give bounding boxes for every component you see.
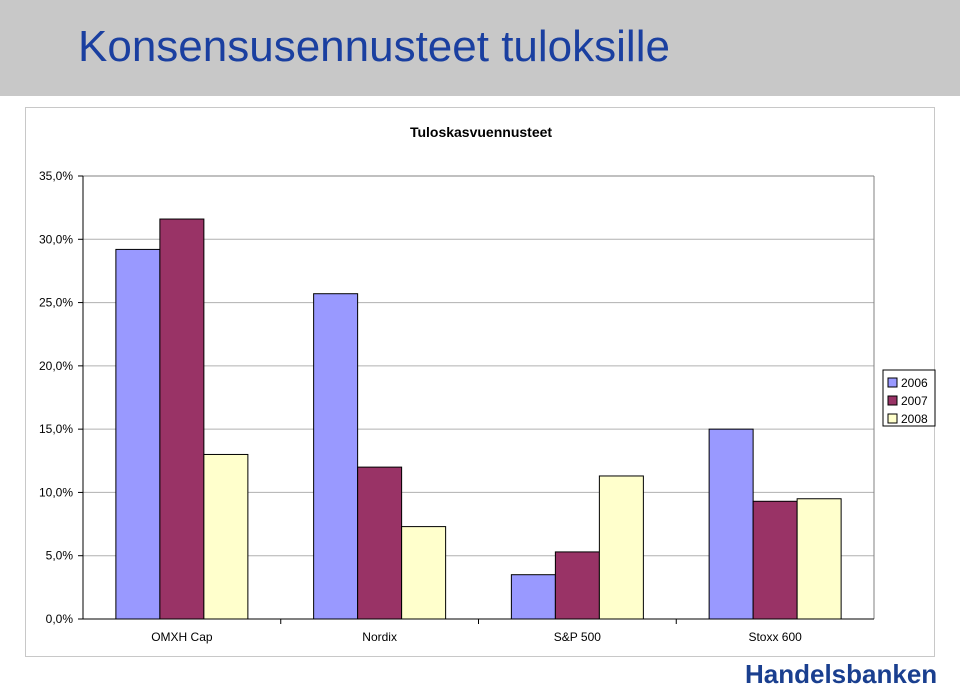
slide-title: Konsensusennusteet tuloksille	[78, 22, 670, 71]
bar-2006	[510, 574, 556, 620]
legend-label-2007: 2007	[901, 394, 928, 408]
brand-logo-text: Handelsbanken	[745, 659, 938, 689]
slide-header: Konsensusennusteet tuloksille	[0, 0, 960, 96]
bar-2007	[554, 551, 600, 620]
y-tick-label: 30,0%	[39, 232, 73, 246]
bar-2007	[357, 466, 403, 620]
legend-label-2006: 2006	[901, 376, 928, 390]
y-tick-label: 15,0%	[39, 422, 73, 436]
y-tick-label: 25,0%	[39, 296, 73, 310]
bar-2008	[796, 498, 842, 620]
bar-2006	[313, 293, 359, 620]
y-tick-label: 35,0%	[39, 169, 73, 183]
legend-swatch-2006	[887, 377, 898, 388]
bar-2006	[115, 248, 161, 620]
bar-chart: 0,0% 5,0% 10,0% 15,0% 20,0% 25,0% 30,0% 35,0% OM…	[39, 124, 936, 644]
chart-frame: 0,0% 5,0% 10,0% 15,0% 20,0% 25,0% 30,0% 35,0% OM…	[25, 107, 936, 657]
bar-2007	[752, 500, 798, 620]
bar-2008	[401, 526, 447, 620]
bar-2006	[708, 428, 754, 620]
y-tick-label: 5,0%	[46, 549, 74, 563]
bar-2008	[598, 475, 644, 620]
legend-swatch-2008	[887, 413, 898, 424]
y-tick-label: 0,0%	[46, 612, 74, 626]
x-tick-label: Nordix	[362, 630, 397, 644]
x-tick-label: Stoxx 600	[748, 630, 802, 644]
legend-swatch-2007	[887, 395, 898, 406]
x-tick-label: OMXH Cap	[151, 630, 213, 644]
bar-2007	[159, 218, 205, 620]
chart-title: Tuloskasvuennusteet	[410, 124, 552, 140]
y-tick-label: 20,0%	[39, 359, 73, 373]
x-tick-label: S&P 500	[554, 630, 601, 644]
legend-label-2008: 2008	[901, 412, 928, 426]
y-tick-label: 10,0%	[39, 485, 73, 499]
bar-2008	[203, 453, 249, 620]
